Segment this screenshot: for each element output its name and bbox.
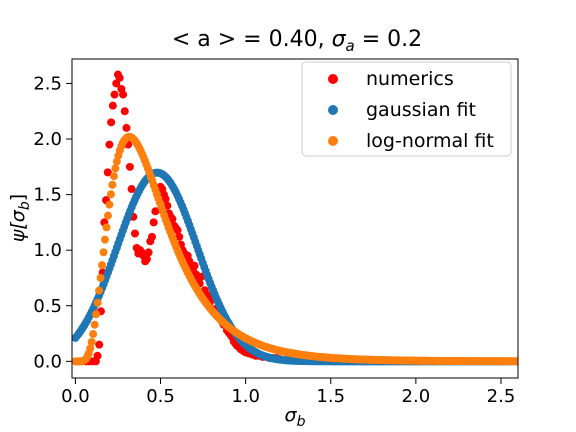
- data-point: [151, 207, 160, 216]
- data-point: [95, 340, 104, 349]
- x-axis-label-symbol: σ: [285, 404, 298, 426]
- y-tick-label: 2.0: [33, 129, 62, 150]
- legend-marker-gaussian-fit: [328, 105, 338, 115]
- data-point: [168, 215, 177, 224]
- data-point: [130, 229, 139, 238]
- data-point: [108, 180, 117, 189]
- x-axis-label: σb: [285, 404, 306, 430]
- data-point: [109, 172, 118, 181]
- y-axis-label: ψ[σb]: [7, 194, 33, 242]
- data-point: [119, 90, 128, 99]
- chart-title: < a > = 0.40, σa = 0.2: [172, 27, 422, 55]
- data-point: [107, 118, 116, 127]
- data-point: [98, 261, 107, 270]
- legend-marker-log-normal-fit: [328, 136, 338, 146]
- data-point: [115, 73, 124, 82]
- data-point: [105, 200, 114, 209]
- y-axis-label-symbol: ψ[σ: [7, 209, 29, 242]
- y-axis-label-subscript: b: [17, 201, 33, 210]
- y-tick-label: 1.5: [33, 185, 62, 206]
- data-point: [149, 218, 158, 227]
- data-point: [92, 310, 101, 319]
- data-point: [125, 162, 134, 171]
- x-tick-label: 0.0: [61, 386, 90, 407]
- data-point: [93, 298, 102, 307]
- chart-title-suffix: = 0.2: [355, 27, 422, 52]
- data-point: [103, 211, 112, 220]
- legend-label-gaussian-fit: gaussian fit: [366, 99, 476, 121]
- data-point: [111, 164, 120, 173]
- data-point: [95, 286, 104, 295]
- legend-label-log-normal-fit: log-normal fit: [366, 130, 494, 152]
- data-point: [514, 357, 518, 366]
- x-axis-label-subscript: b: [297, 414, 306, 430]
- data-point: [106, 190, 115, 199]
- data-point: [89, 330, 98, 339]
- data-point: [122, 123, 131, 132]
- data-point: [161, 195, 170, 204]
- data-point: [90, 320, 99, 329]
- data-point: [103, 168, 112, 177]
- data-point: [108, 101, 117, 110]
- data-point: [86, 344, 95, 353]
- data-point: [96, 273, 105, 282]
- legend: numerics gaussian fit log-normal fit: [301, 61, 512, 157]
- data-point: [93, 351, 102, 360]
- x-tick-label: 2.0: [402, 386, 431, 407]
- data-point: [102, 223, 111, 232]
- chart-title-sigma: σ: [332, 27, 347, 52]
- plot-frame: [71, 58, 519, 379]
- data-point: [148, 232, 157, 241]
- y-tick-label: 0.0: [33, 351, 62, 372]
- legend-marker-numerics: [328, 74, 338, 84]
- data-point: [163, 201, 172, 210]
- y-axis-ticks: 0.0 0.5 1.0 1.5 2.0 2.5: [33, 73, 72, 372]
- data-point: [110, 90, 119, 99]
- y-axis-label-bracket: ]: [7, 194, 29, 201]
- data-point: [144, 248, 153, 257]
- data-point: [190, 261, 199, 270]
- data-point: [120, 107, 129, 116]
- data-point: [142, 255, 151, 264]
- x-tick-label: 0.5: [146, 386, 175, 407]
- x-axis-ticks: 0.0 0.5 1.0 1.5 2.0 2.5: [61, 378, 515, 407]
- data-point: [105, 140, 114, 149]
- x-tick-label: 1.5: [316, 386, 345, 407]
- series-log-normal-fit: [72, 132, 518, 366]
- data-point: [99, 248, 108, 257]
- data-point: [127, 185, 136, 194]
- legend-frame: [301, 61, 512, 157]
- data-point: [87, 337, 96, 346]
- chart-title-subscript: a: [346, 37, 355, 55]
- x-tick-label: 1.0: [231, 386, 260, 407]
- chart-title-prefix: < a > = 0.40,: [172, 27, 332, 52]
- data-point: [101, 235, 110, 244]
- data-point: [173, 226, 182, 235]
- y-tick-label: 1.0: [33, 240, 62, 261]
- y-tick-label: 0.5: [33, 296, 62, 317]
- data-point: [175, 232, 184, 241]
- y-tick-label: 2.5: [33, 73, 62, 94]
- legend-label-numerics: numerics: [366, 68, 454, 90]
- x-tick-label: 2.5: [487, 386, 516, 407]
- series-layer: [72, 70, 518, 366]
